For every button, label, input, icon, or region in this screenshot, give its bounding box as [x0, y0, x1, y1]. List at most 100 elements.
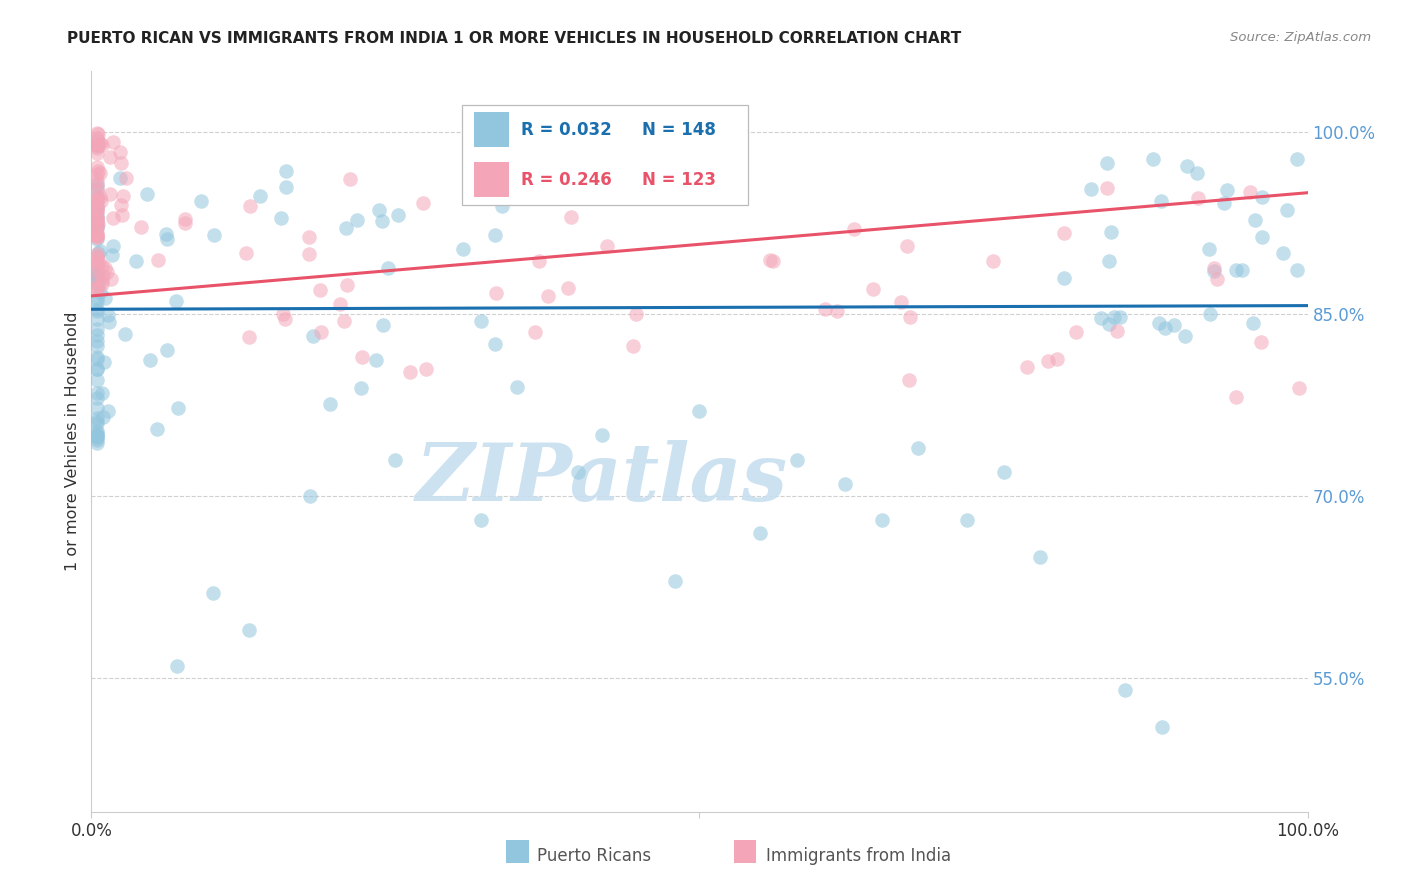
- Point: [86, 411, 108, 425]
- Text: N = 123: N = 123: [643, 170, 716, 188]
- Point: [90, 194, 112, 208]
- Point: [96, 265, 118, 279]
- Point: [870, 513, 893, 527]
- Point: [86, 211, 108, 226]
- Point: [86, 433, 108, 447]
- Point: [907, 441, 929, 455]
- Point: [148, 252, 170, 267]
- Point: [86, 226, 108, 240]
- Point: [329, 297, 352, 311]
- Point: [298, 247, 321, 261]
- Point: [1099, 225, 1122, 239]
- Point: [115, 171, 138, 186]
- Point: [86, 215, 108, 229]
- Point: [98, 187, 121, 202]
- Point: [993, 465, 1015, 479]
- Point: [155, 227, 177, 241]
- Point: [491, 199, 513, 213]
- Point: [1187, 190, 1209, 204]
- Point: [86, 311, 108, 326]
- Text: PUERTO RICAN VS IMMIGRANTS FROM INDIA 1 OR MORE VEHICLES IN HOUSEHOLD CORRELATIO: PUERTO RICAN VS IMMIGRANTS FROM INDIA 1 …: [67, 31, 962, 46]
- Point: [862, 282, 884, 296]
- Point: [111, 208, 134, 222]
- Point: [1104, 310, 1126, 324]
- Point: [86, 303, 108, 318]
- Point: [1213, 195, 1236, 210]
- Point: [86, 191, 108, 205]
- Point: [86, 258, 108, 272]
- Point: [814, 302, 837, 317]
- Point: [86, 293, 108, 308]
- Point: [86, 260, 108, 274]
- Point: [371, 214, 394, 228]
- Point: [621, 339, 644, 353]
- Point: [156, 232, 179, 246]
- Point: [506, 380, 529, 394]
- Point: [557, 281, 579, 295]
- Point: [346, 213, 368, 227]
- Point: [1206, 272, 1229, 286]
- Point: [87, 277, 110, 292]
- Point: [89, 136, 111, 150]
- Point: [86, 426, 108, 441]
- Point: [271, 307, 294, 321]
- Point: [86, 126, 108, 140]
- Point: [1204, 261, 1226, 276]
- Point: [87, 136, 110, 151]
- Point: [86, 177, 108, 191]
- Text: R = 0.246: R = 0.246: [520, 170, 612, 188]
- Point: [86, 272, 108, 286]
- Point: [86, 194, 108, 208]
- Point: [86, 339, 108, 353]
- Point: [270, 211, 292, 225]
- Text: Source: ZipAtlas.com: Source: ZipAtlas.com: [1230, 31, 1371, 45]
- Text: ZIPatlas: ZIPatlas: [416, 440, 789, 517]
- Point: [1105, 324, 1128, 338]
- Point: [1098, 317, 1121, 331]
- Point: [1204, 264, 1226, 278]
- Point: [202, 586, 225, 600]
- Point: [93, 269, 115, 284]
- Point: [274, 180, 297, 194]
- Point: [91, 409, 114, 424]
- Point: [89, 166, 111, 180]
- Text: R = 0.032: R = 0.032: [520, 120, 612, 138]
- Point: [86, 161, 108, 175]
- Point: [87, 246, 110, 260]
- Point: [537, 289, 560, 303]
- Point: [86, 202, 108, 216]
- Point: [93, 355, 115, 369]
- Point: [298, 230, 321, 244]
- Point: [86, 372, 108, 386]
- Point: [1095, 181, 1118, 195]
- Point: [1174, 329, 1197, 343]
- Point: [86, 141, 108, 155]
- Point: [1285, 263, 1308, 277]
- Point: [97, 404, 120, 418]
- Point: [1163, 318, 1185, 332]
- Point: [299, 489, 322, 503]
- Point: [1275, 202, 1298, 217]
- Point: [1230, 263, 1253, 277]
- Point: [86, 208, 108, 222]
- Point: [451, 243, 474, 257]
- Point: [86, 137, 108, 152]
- Point: [368, 202, 391, 217]
- Point: [86, 228, 108, 243]
- Point: [86, 230, 108, 244]
- Point: [86, 352, 108, 367]
- Point: [90, 386, 112, 401]
- Point: [114, 326, 136, 341]
- Point: [1052, 226, 1074, 240]
- Point: [350, 381, 373, 395]
- Point: [91, 277, 114, 291]
- Point: [89, 285, 111, 300]
- Point: [93, 291, 115, 305]
- Point: [86, 361, 108, 376]
- Point: [1199, 307, 1222, 321]
- Point: [112, 189, 135, 203]
- Point: [1185, 166, 1208, 180]
- Point: [352, 350, 374, 364]
- Point: [399, 365, 422, 379]
- Point: [86, 429, 108, 443]
